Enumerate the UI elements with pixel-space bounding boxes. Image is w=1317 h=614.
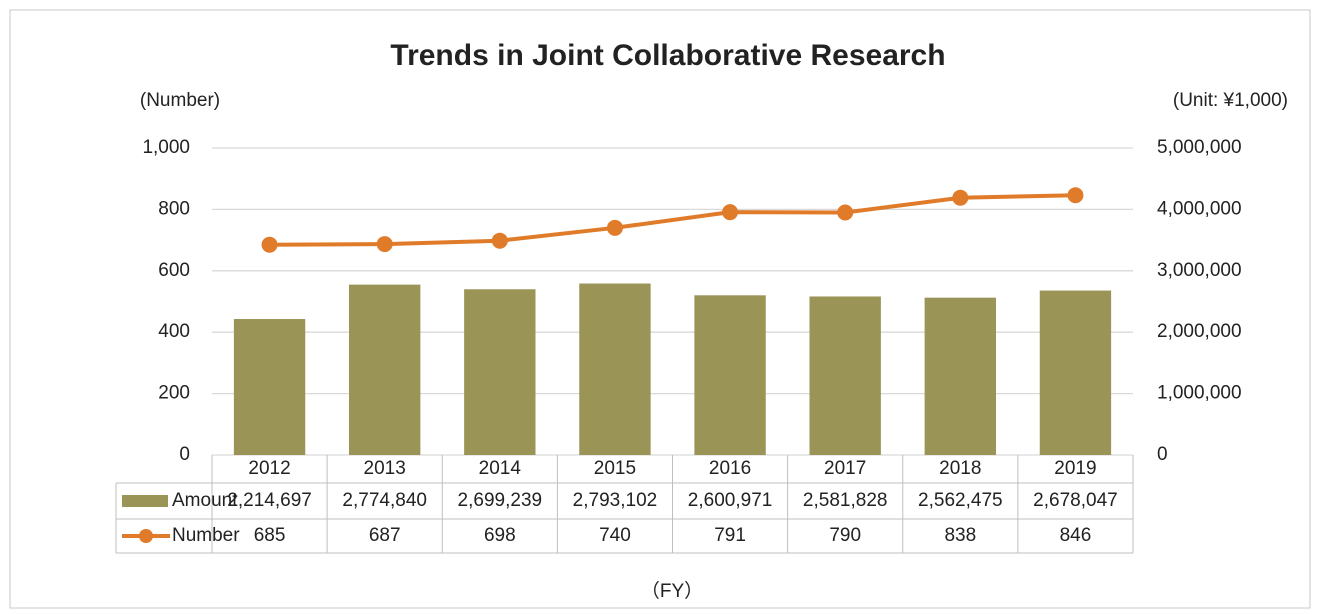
y-tick-label: 600 bbox=[158, 260, 190, 281]
y2-tick-label: 5,000,000 bbox=[1157, 137, 1242, 158]
bar bbox=[809, 296, 881, 455]
line-marker bbox=[722, 204, 739, 221]
y-tick-label: 400 bbox=[158, 321, 190, 342]
bar bbox=[924, 297, 997, 455]
legend-swatch bbox=[122, 495, 168, 507]
line bbox=[269, 193, 1076, 247]
table-value: 2,699,239 bbox=[458, 490, 543, 511]
table-value: 687 bbox=[369, 525, 401, 546]
y-axis-label: (Number) bbox=[140, 90, 220, 111]
table-value: 790 bbox=[829, 525, 861, 546]
line-marker bbox=[952, 189, 969, 206]
table-value: 2,600,971 bbox=[688, 490, 773, 511]
line-marker bbox=[837, 204, 854, 221]
y-tick-label: 800 bbox=[158, 198, 190, 219]
x-tick-label: 2015 bbox=[594, 458, 636, 479]
y2-tick-label: 3,000,000 bbox=[1157, 260, 1242, 281]
bar bbox=[1039, 290, 1112, 455]
x-tick-label: 2019 bbox=[1054, 458, 1096, 479]
y2-tick-label: 1,000,000 bbox=[1157, 383, 1242, 404]
table-value: 2,562,475 bbox=[918, 490, 1003, 511]
y2-axis-label: (Unit: ¥1,000) bbox=[1173, 90, 1288, 111]
table-value: 2,581,828 bbox=[803, 490, 888, 511]
bar bbox=[694, 295, 766, 455]
x-tick-label: 2012 bbox=[248, 458, 290, 479]
table-value: 698 bbox=[484, 525, 516, 546]
chart-title: Trends in Joint Collaborative Research bbox=[390, 39, 945, 72]
table-value: 846 bbox=[1060, 525, 1092, 546]
y2-tick-label: 2,000,000 bbox=[1157, 321, 1242, 342]
table-value: 838 bbox=[944, 525, 976, 546]
legend-swatch bbox=[139, 529, 153, 543]
bar bbox=[464, 289, 536, 455]
table-value: 740 bbox=[599, 525, 631, 546]
x-tick-label: 2013 bbox=[364, 458, 406, 479]
table-value: 2,678,047 bbox=[1033, 490, 1118, 511]
y2-tick-label: 4,000,000 bbox=[1157, 198, 1242, 219]
line-marker bbox=[261, 236, 278, 253]
y2-tick-label: 0 bbox=[1157, 444, 1168, 465]
table-value: 2,793,102 bbox=[573, 490, 658, 511]
legend-label: Amount bbox=[172, 490, 238, 511]
table-value: 685 bbox=[254, 525, 286, 546]
chart-border bbox=[9, 9, 1311, 609]
line-marker bbox=[491, 232, 508, 249]
x-tick-label: 2018 bbox=[939, 458, 981, 479]
table-value: 2,774,840 bbox=[342, 490, 427, 511]
x-tick-label: 2014 bbox=[479, 458, 522, 479]
y-tick-label: 200 bbox=[158, 383, 190, 404]
x-axis-label: （FY） bbox=[641, 580, 703, 602]
line-marker bbox=[606, 219, 623, 236]
legend-label: Number bbox=[172, 525, 240, 546]
x-tick-label: 2017 bbox=[824, 458, 866, 479]
y-tick-label: 0 bbox=[179, 444, 190, 465]
line-marker bbox=[376, 236, 393, 253]
table-value: 2,214,697 bbox=[227, 490, 312, 511]
line-marker bbox=[1067, 187, 1084, 204]
bar bbox=[233, 319, 306, 455]
bar bbox=[579, 283, 651, 455]
bar bbox=[348, 284, 421, 455]
x-tick-label: 2016 bbox=[709, 458, 751, 479]
table-value: 791 bbox=[714, 525, 746, 546]
y-tick-label: 1,000 bbox=[142, 137, 190, 158]
